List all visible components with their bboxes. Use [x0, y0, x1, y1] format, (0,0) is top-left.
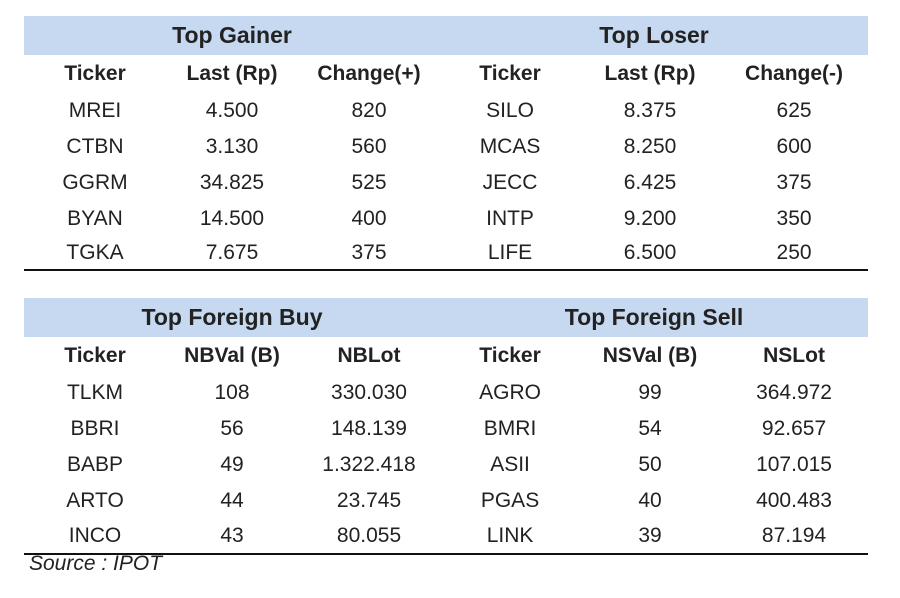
- table-cell: 80.055: [336, 524, 402, 547]
- source-note: Source : IPOT: [29, 552, 163, 575]
- table-cell: PGAS: [480, 489, 540, 512]
- table-row: BABP 49 1.322.418 ASII 50 107.015: [24, 447, 868, 483]
- table-cell: 107.015: [756, 453, 832, 476]
- table-cell: 108: [214, 381, 250, 404]
- table-cell: SILO: [486, 99, 534, 122]
- table-cell: 14.500: [199, 207, 265, 230]
- table-cell: 50: [638, 453, 662, 476]
- table-cell: 330.030: [331, 381, 407, 404]
- table-cell: 375: [776, 171, 812, 194]
- table-row: GGRM 34.825 525 JECC 6.425 375: [24, 165, 868, 201]
- table-cell: ASII: [490, 453, 530, 476]
- column-header: Ticker: [479, 62, 541, 85]
- table-row: MREI 4.500 820 SILO 8.375 625: [24, 93, 868, 129]
- table-cell: 148.139: [331, 417, 407, 440]
- table-row: ARTO 44 23.745 PGAS 40 400.483: [24, 483, 868, 519]
- table-cell: BBRI: [70, 417, 120, 440]
- table-cell: 54: [638, 417, 662, 440]
- table-cell: TLKM: [66, 381, 123, 404]
- table-cell: 8.375: [623, 99, 677, 122]
- column-header: Ticker: [64, 344, 126, 367]
- column-header: Ticker: [64, 62, 126, 85]
- column-header: Last (Rp): [604, 62, 696, 85]
- top-gainer-title: Top Gainer: [24, 16, 441, 55]
- table-cell: LINK: [486, 524, 534, 547]
- table-cell: 400.483: [756, 489, 832, 512]
- table-cell: ARTO: [66, 489, 124, 512]
- table-cell: INTP: [486, 207, 534, 230]
- table-cell: 1.322.418: [322, 453, 416, 476]
- table-cell: 87.194: [761, 524, 827, 547]
- table-cell: 400: [351, 207, 387, 230]
- table-row: CTBN 3.130 560 MCAS 8.250 600: [24, 129, 868, 165]
- table-cell: 99: [638, 381, 662, 404]
- table-cell: JECC: [482, 171, 538, 194]
- table-cell: 9.200: [623, 207, 677, 230]
- column-header: Ticker: [479, 344, 541, 367]
- column-header: NBLot: [337, 344, 401, 367]
- table-row: BBRI 56 148.139 BMRI 54 92.657: [24, 411, 868, 447]
- table-cell: GGRM: [62, 171, 128, 194]
- table-row: TLKM 108 330.030 AGRO 99 364.972: [24, 375, 868, 411]
- table-cell: MCAS: [479, 135, 541, 158]
- table-cell: AGRO: [479, 381, 541, 404]
- table-cell: CTBN: [66, 135, 124, 158]
- table-row: TGKA 7.675 375 LIFE 6.500 250: [24, 237, 868, 270]
- column-header: Change(+): [317, 62, 421, 85]
- top-foreign-sell-title: Top Foreign Sell: [440, 298, 869, 337]
- table-cell: LIFE: [487, 241, 533, 264]
- table-cell: 250: [776, 241, 812, 264]
- table-cell: 92.657: [761, 417, 827, 440]
- table-cell: BABP: [66, 453, 124, 476]
- table-cell: 49: [220, 453, 244, 476]
- table-cell: 40: [638, 489, 662, 512]
- column-header: Change(-): [745, 62, 844, 85]
- table-cell: 350: [776, 207, 812, 230]
- table-cell: 364.972: [756, 381, 832, 404]
- top-loser-title: Top Loser: [440, 16, 869, 55]
- table-cell: MREI: [68, 99, 122, 122]
- table-cell: 6.425: [623, 171, 677, 194]
- table-cell: 625: [776, 99, 812, 122]
- table-cell: 8.250: [623, 135, 677, 158]
- table-cell: 4.500: [205, 99, 259, 122]
- table-cell: 56: [220, 417, 244, 440]
- table-cell: 525: [351, 171, 387, 194]
- table-cell: 6.500: [623, 241, 677, 264]
- table-cell: 600: [776, 135, 812, 158]
- table-cell: 23.745: [336, 489, 402, 512]
- table-cell: BMRI: [483, 417, 537, 440]
- column-header: NSVal (B): [602, 344, 698, 367]
- column-header: Last (Rp): [186, 62, 278, 85]
- top-foreign-buy-sell-table: Top Foreign Buy Top Foreign Sell Ticker …: [24, 298, 869, 555]
- column-header: NBVal (B): [184, 344, 280, 367]
- table-row: BYAN 14.500 400 INTP 9.200 350: [24, 201, 868, 237]
- table-row: INCO 43 80.055 LINK 39 87.194: [24, 519, 868, 554]
- table-cell: 44: [220, 489, 244, 512]
- table-cell: TGKA: [66, 241, 124, 264]
- table-cell: 560: [351, 135, 387, 158]
- table-cell: 375: [351, 241, 387, 264]
- table-cell: INCO: [68, 524, 122, 547]
- table-cell: 3.130: [205, 135, 259, 158]
- top-gainer-loser-table: Top Gainer Top Loser Ticker Last (Rp) Ch…: [24, 16, 869, 271]
- table-cell: 820: [351, 99, 387, 122]
- table-cell: 43: [220, 524, 244, 547]
- column-header: NSLot: [763, 344, 825, 367]
- table-cell: 34.825: [199, 171, 265, 194]
- table-cell: 39: [638, 524, 662, 547]
- top-foreign-buy-title: Top Foreign Buy: [24, 298, 441, 337]
- table-cell: BYAN: [67, 207, 123, 230]
- table-cell: 7.675: [205, 241, 259, 264]
